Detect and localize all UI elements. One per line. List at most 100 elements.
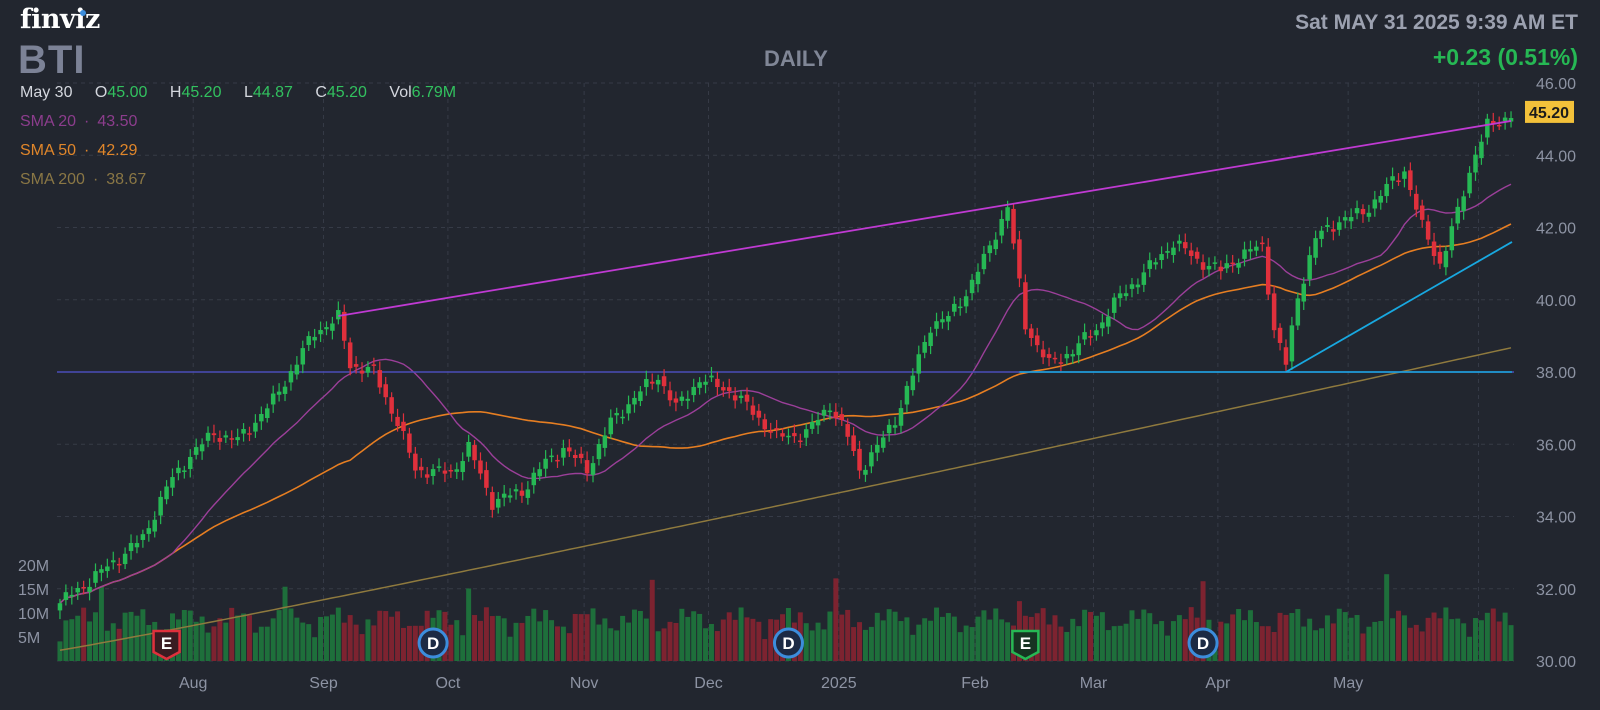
volume-bar bbox=[803, 623, 809, 661]
volume-bar bbox=[359, 634, 365, 661]
candle-body bbox=[762, 419, 768, 430]
candle-body bbox=[1106, 316, 1111, 327]
candle-body bbox=[1331, 229, 1336, 232]
candle-body bbox=[495, 498, 501, 508]
volume-bar bbox=[211, 626, 217, 661]
volume-bar bbox=[335, 607, 341, 661]
volume-bar bbox=[104, 630, 110, 661]
volume-bar bbox=[845, 609, 851, 661]
volume-bar bbox=[939, 616, 945, 661]
sma50-legend[interactable]: SMA 50 · 42.29 bbox=[20, 142, 138, 159]
chart-period: DAILY bbox=[764, 46, 828, 71]
volume-bar bbox=[519, 622, 525, 661]
candle-body bbox=[484, 470, 489, 488]
volume-bar bbox=[1467, 636, 1473, 661]
candle-body bbox=[1301, 283, 1306, 302]
candle-body bbox=[1052, 357, 1058, 360]
volume-bar bbox=[1342, 612, 1348, 661]
candle-body bbox=[1200, 262, 1206, 270]
candle-body bbox=[750, 405, 756, 415]
candle-body bbox=[798, 440, 803, 443]
candle-body bbox=[1058, 362, 1064, 364]
volume-bar bbox=[1224, 623, 1230, 661]
candle-body bbox=[667, 390, 673, 401]
candle-body bbox=[1188, 250, 1194, 256]
volume-bar bbox=[1076, 626, 1082, 661]
volume-tick-label: 10M bbox=[18, 606, 49, 623]
candle-body bbox=[128, 542, 134, 552]
volume-bar bbox=[1419, 631, 1425, 661]
candle-body bbox=[87, 586, 92, 592]
month-tick-label: Nov bbox=[570, 675, 598, 692]
candle-body bbox=[1082, 332, 1087, 340]
volume-bar bbox=[270, 618, 276, 661]
volume-bar bbox=[951, 616, 957, 661]
volume-bar bbox=[501, 618, 507, 661]
volume-bar bbox=[596, 624, 602, 661]
candle-body bbox=[176, 467, 181, 474]
candle-body bbox=[679, 396, 685, 401]
volume-bar bbox=[258, 626, 264, 661]
candle-body bbox=[1194, 251, 1200, 259]
volume-bar bbox=[667, 621, 673, 661]
volume-bar bbox=[1253, 622, 1259, 661]
candle-body bbox=[1248, 249, 1253, 252]
sma20-value: 43.50 bbox=[97, 113, 138, 130]
candle-body bbox=[1111, 297, 1117, 313]
candle-body bbox=[910, 375, 916, 391]
volume-bar bbox=[874, 612, 880, 661]
volume-bar bbox=[87, 621, 93, 661]
candle-body bbox=[330, 323, 335, 331]
event-marker-label: E bbox=[161, 634, 172, 653]
volume-bar bbox=[205, 632, 211, 661]
candle-body bbox=[205, 432, 211, 441]
candle-body bbox=[572, 454, 578, 459]
sma50-line bbox=[59, 223, 1512, 604]
volume-bar bbox=[673, 622, 679, 661]
low-value: 44.87 bbox=[252, 84, 293, 101]
candle-body bbox=[229, 438, 234, 440]
candle-body bbox=[756, 410, 762, 418]
candle-body bbox=[490, 492, 495, 510]
candle-body bbox=[75, 587, 80, 593]
candle-body bbox=[99, 569, 104, 573]
last-price-label: 45.20 bbox=[1529, 105, 1569, 122]
candle-body bbox=[975, 271, 981, 285]
volume-bar bbox=[620, 615, 626, 661]
candle-body bbox=[626, 404, 631, 414]
volume-bar bbox=[691, 611, 697, 661]
candle-body bbox=[318, 329, 323, 335]
sma200-legend[interactable]: SMA 200 · 38.67 bbox=[20, 171, 147, 188]
volume-bar bbox=[1431, 612, 1437, 661]
candle-body bbox=[857, 448, 862, 471]
volume-bar bbox=[922, 618, 928, 661]
candle-body bbox=[875, 444, 880, 453]
volume-bar bbox=[252, 632, 258, 661]
volume-bar bbox=[329, 614, 335, 661]
chart-datetime: Sat MAY 31 2025 9:39 AM ET bbox=[1295, 11, 1578, 34]
volume-bar bbox=[993, 608, 999, 661]
volume-bar bbox=[1401, 615, 1407, 661]
volume-tick-label: 20M bbox=[18, 558, 49, 575]
candle-body bbox=[620, 416, 625, 419]
price-tick-label: 34.00 bbox=[1536, 510, 1576, 527]
candle-body bbox=[442, 470, 448, 474]
volume-label: Vol bbox=[389, 84, 412, 101]
candle-body bbox=[537, 469, 542, 477]
volume-bar bbox=[934, 607, 940, 661]
resistance-trendline bbox=[338, 120, 1512, 317]
finviz-logo[interactable]: finviz bbox=[20, 4, 100, 35]
candle-body bbox=[436, 466, 442, 468]
volume-bar bbox=[276, 610, 282, 661]
sma20-label: SMA 20 bbox=[20, 113, 77, 130]
candle-body bbox=[851, 435, 856, 452]
volume-bar bbox=[697, 613, 703, 661]
volume-bar bbox=[1242, 620, 1248, 661]
candle-body bbox=[300, 348, 306, 365]
candle-body bbox=[81, 587, 86, 589]
volume-bar bbox=[886, 609, 892, 661]
candle-body bbox=[1313, 238, 1318, 258]
sma20-legend[interactable]: SMA 20 · 43.50 bbox=[20, 113, 138, 130]
volume-bar bbox=[1478, 620, 1484, 661]
candle-body bbox=[1431, 241, 1437, 257]
